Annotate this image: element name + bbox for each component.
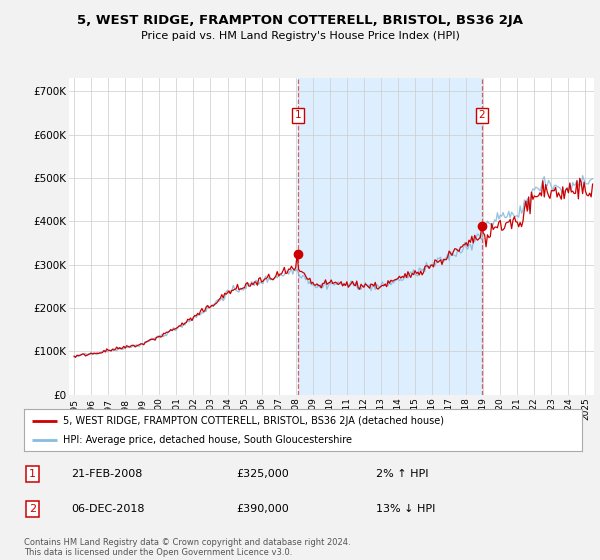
Text: £325,000: £325,000 [236, 469, 289, 479]
Text: 2: 2 [479, 110, 485, 120]
Text: 1: 1 [295, 110, 301, 120]
Text: 21-FEB-2008: 21-FEB-2008 [71, 469, 143, 479]
Text: 5, WEST RIDGE, FRAMPTON COTTERELL, BRISTOL, BS36 2JA: 5, WEST RIDGE, FRAMPTON COTTERELL, BRIST… [77, 14, 523, 27]
Text: 13% ↓ HPI: 13% ↓ HPI [376, 504, 435, 514]
Text: 5, WEST RIDGE, FRAMPTON COTTERELL, BRISTOL, BS36 2JA (detached house): 5, WEST RIDGE, FRAMPTON COTTERELL, BRIST… [63, 416, 444, 426]
Text: 2: 2 [29, 504, 36, 514]
Text: 2% ↑ HPI: 2% ↑ HPI [376, 469, 428, 479]
Text: £390,000: £390,000 [236, 504, 289, 514]
Text: 1: 1 [29, 469, 36, 479]
Text: Price paid vs. HM Land Registry's House Price Index (HPI): Price paid vs. HM Land Registry's House … [140, 31, 460, 41]
Text: 06-DEC-2018: 06-DEC-2018 [71, 504, 145, 514]
Text: Contains HM Land Registry data © Crown copyright and database right 2024.
This d: Contains HM Land Registry data © Crown c… [24, 538, 350, 557]
Bar [298, 78, 482, 395]
Text: HPI: Average price, detached house, South Gloucestershire: HPI: Average price, detached house, Sout… [63, 435, 352, 445]
